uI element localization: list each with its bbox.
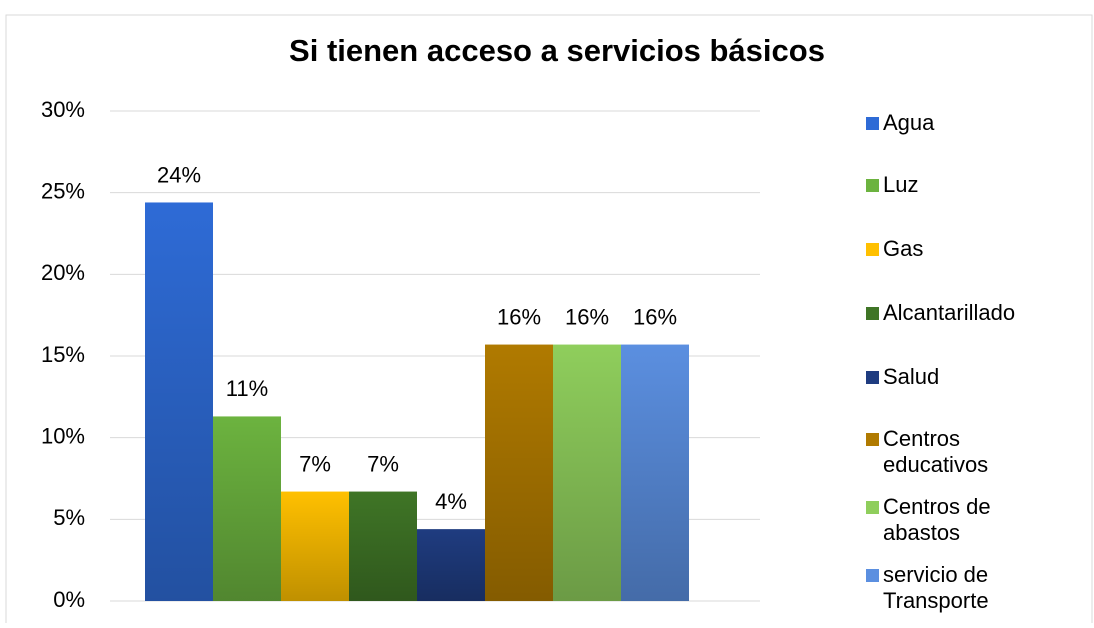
y-tick-label: 30% — [41, 97, 85, 122]
y-tick-label: 10% — [41, 423, 85, 448]
bar-shade — [281, 491, 349, 601]
data-label: 7% — [367, 451, 399, 476]
legend-label: Agua — [883, 110, 935, 135]
data-label: 4% — [435, 489, 467, 514]
y-tick-label: 5% — [53, 505, 85, 530]
y-tick-label: 25% — [41, 178, 85, 203]
legend-swatch — [866, 179, 879, 192]
legend-swatch — [866, 501, 879, 514]
legend-swatch — [866, 433, 879, 446]
bar-shade — [145, 202, 213, 601]
data-label: 16% — [565, 304, 609, 329]
data-label: 7% — [299, 451, 331, 476]
chart-border — [5, 14, 1093, 628]
legend-label: servicio de Transporte — [883, 562, 989, 613]
legend-swatch — [866, 243, 879, 256]
bar-shade — [417, 529, 485, 601]
legend-swatch — [866, 307, 879, 320]
bar-shade — [213, 416, 281, 601]
bar-shade — [621, 344, 689, 601]
data-label: 16% — [497, 304, 541, 329]
y-tick-label: 0% — [53, 587, 85, 612]
bar-shade — [485, 344, 553, 601]
data-label: 11% — [226, 376, 268, 401]
legend-label: Centros de abastos — [883, 494, 991, 545]
legend-label: Luz — [883, 172, 918, 197]
data-label: 16% — [633, 304, 677, 329]
legend-swatch — [866, 371, 879, 384]
legend-label: Centros educativos — [883, 426, 988, 477]
bar-shade — [553, 344, 621, 601]
y-tick-label: 15% — [41, 342, 85, 367]
legend-swatch — [866, 569, 879, 582]
legend-label: Salud — [883, 364, 939, 389]
bar-shade — [349, 491, 417, 601]
data-label: 24% — [157, 162, 201, 187]
legend-label: Gas — [883, 236, 923, 261]
y-tick-label: 20% — [41, 260, 85, 285]
legend-label: Alcantarillado — [883, 300, 1015, 325]
legend-swatch — [866, 117, 879, 130]
chart-title: Si tienen acceso a servicios básicos — [289, 33, 825, 68]
